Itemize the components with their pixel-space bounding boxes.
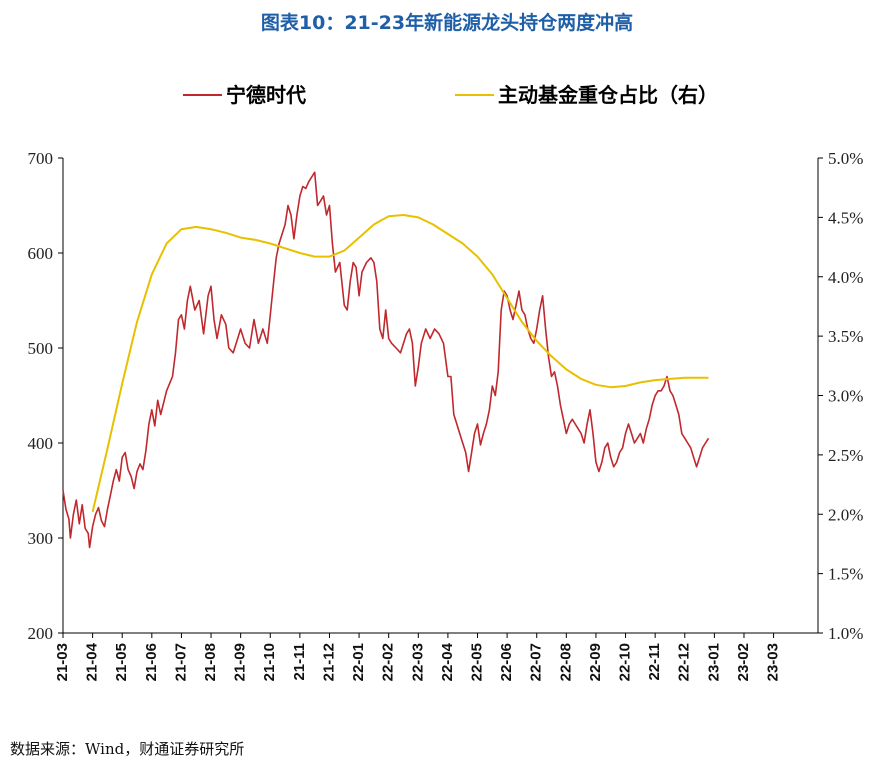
y-right-tick-label: 2.0%: [828, 505, 863, 524]
x-tick-label: 21-11: [291, 643, 308, 681]
x-tick-label: 21-05: [113, 643, 130, 681]
x-tick-label: 22-05: [468, 643, 485, 681]
x-tick-label: 21-07: [172, 643, 189, 681]
x-tick-label: 22-11: [646, 643, 663, 681]
x-tick-label: 22-03: [409, 643, 426, 681]
series-line-cadt: [62, 171, 710, 549]
y-right-tick-label: 1.0%: [828, 624, 863, 643]
x-tick-label: 21-08: [202, 643, 219, 681]
chart-title: 图表10：21-23年新能源龙头持仓两度冲高: [260, 12, 634, 34]
source-note: 数据来源：Wind，财通证券研究所: [10, 740, 245, 758]
series-line-fund-share: [91, 214, 709, 513]
x-tick-label: 21-09: [232, 643, 249, 681]
x-tick-label: 22-10: [617, 643, 634, 681]
x-tick-label: 22-06: [498, 643, 515, 681]
legend-label-cadt: 宁德时代: [226, 83, 306, 107]
x-tick-label: 22-01: [350, 643, 367, 681]
y-right-tick-label: 3.0%: [828, 387, 863, 406]
y-right-tick-label: 2.5%: [828, 446, 863, 465]
x-tick-label: 21-10: [261, 643, 278, 681]
x-tick-label: 21-06: [143, 643, 160, 681]
x-tick-label: 21-03: [54, 643, 71, 681]
x-tick-label: 22-12: [676, 643, 693, 681]
y-left-tick-label: 500: [28, 339, 54, 358]
y-right-tick-label: 1.5%: [828, 565, 863, 584]
x-tick-label: 22-07: [528, 643, 545, 681]
y-right-tick-label: 3.5%: [828, 327, 863, 346]
x-tick-label: 23-03: [765, 643, 782, 681]
x-tick-label: 22-09: [587, 643, 604, 681]
y-left-tick-label: 400: [28, 434, 54, 453]
y-right-tick-label: 4.0%: [828, 268, 863, 287]
x-tick-label: 22-04: [439, 642, 456, 681]
legend-label-fund-share: 主动基金重仓占比（右）: [498, 83, 718, 107]
x-tick-label: 21-12: [320, 643, 337, 681]
x-tick-label: 23-02: [735, 643, 752, 681]
y-right-tick-label: 4.5%: [828, 208, 863, 227]
y-right-tick-label: 5.0%: [828, 149, 863, 168]
x-tick-label: 22-02: [380, 643, 397, 681]
x-tick-label: 23-01: [705, 643, 722, 681]
y-left-tick-label: 700: [28, 149, 54, 168]
y-left-tick-label: 600: [28, 244, 54, 263]
y-left-tick-label: 200: [28, 624, 54, 643]
y-left-tick-label: 300: [28, 529, 54, 548]
x-tick-label: 22-08: [557, 643, 574, 681]
x-tick-label: 21-04: [84, 642, 101, 681]
